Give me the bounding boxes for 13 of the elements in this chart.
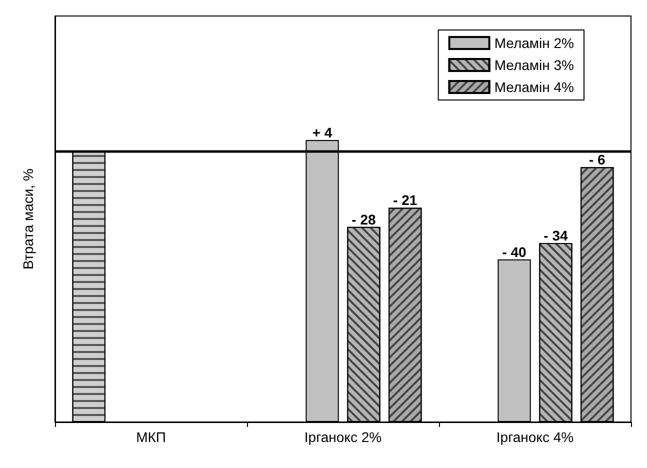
legend-label: Меламін 3%: [494, 57, 574, 73]
annotation: + 4: [312, 124, 332, 141]
y-axis-title: Втрата маси, %: [20, 168, 36, 270]
x-tick-label: МКП: [136, 429, 166, 445]
annotation: - 6: [588, 152, 606, 168]
annotation: - 28: [352, 211, 376, 228]
legend-label: Меламін 2%: [494, 35, 574, 51]
annotation: - 34: [544, 227, 568, 244]
annotation: - 40: [502, 244, 527, 260]
x-tick-label: Ірганокс 4%: [496, 429, 574, 445]
annotation: - 21: [393, 192, 418, 208]
legend-label: Меламін 4%: [494, 79, 574, 95]
x-tick-label: Ірганокс 2%: [304, 429, 382, 445]
